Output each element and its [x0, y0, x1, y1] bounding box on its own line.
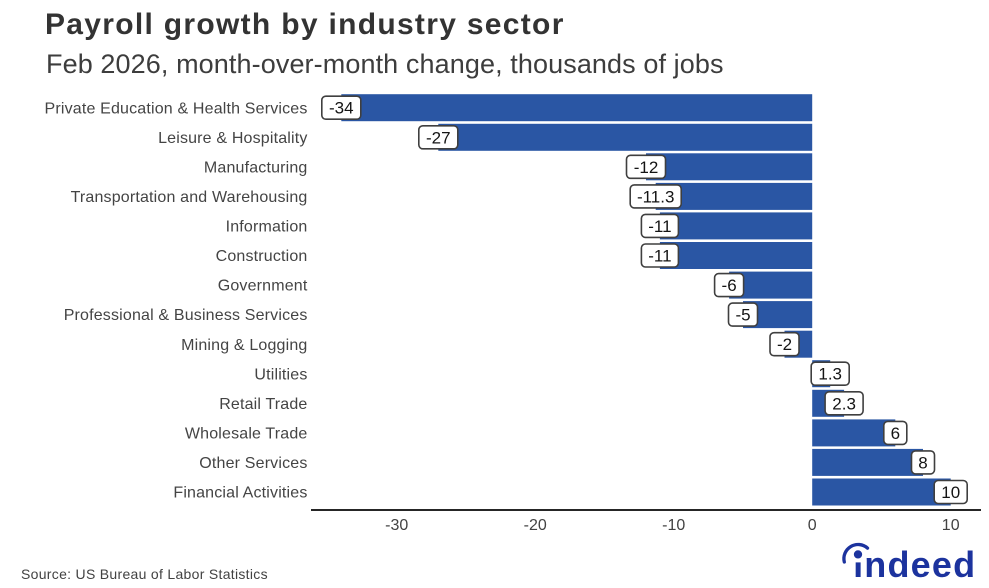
svg-text:-34: -34	[329, 99, 354, 118]
svg-text:-10: -10	[662, 517, 685, 534]
svg-text:1.3: 1.3	[818, 365, 842, 384]
svg-text:Information: Information	[226, 219, 308, 236]
svg-text:-6: -6	[722, 276, 737, 295]
svg-text:Leisure & Hospitality: Leisure & Hospitality	[158, 130, 307, 147]
svg-text:10: 10	[942, 517, 960, 534]
svg-text:Professional & Business Servic: Professional & Business Services	[64, 307, 308, 324]
svg-text:2.3: 2.3	[832, 394, 856, 413]
svg-text:-11: -11	[648, 217, 671, 236]
svg-text:-2: -2	[777, 335, 792, 354]
svg-text:Mining & Logging: Mining & Logging	[181, 337, 307, 354]
svg-text:Other Services: Other Services	[199, 455, 307, 472]
svg-text:-11: -11	[648, 247, 671, 266]
svg-text:Manufacturing: Manufacturing	[204, 159, 308, 176]
svg-text:-27: -27	[426, 128, 451, 147]
svg-text:Construction: Construction	[216, 248, 308, 265]
svg-text:0: 0	[808, 517, 817, 534]
svg-text:-20: -20	[524, 517, 547, 534]
svg-text:-30: -30	[385, 517, 408, 534]
svg-text:Financial Activities: Financial Activities	[173, 485, 307, 502]
svg-text:Private Education & Health Ser: Private Education & Health Services	[45, 100, 308, 117]
svg-text:Government: Government	[218, 278, 308, 295]
svg-text:-11.3: -11.3	[637, 187, 675, 206]
svg-text:Retail Trade: Retail Trade	[219, 396, 307, 413]
svg-text:Wholesale Trade: Wholesale Trade	[185, 426, 308, 443]
svg-text:-12: -12	[634, 158, 659, 177]
svg-text:Feb 2026, month-over-month cha: Feb 2026, month-over-month change, thous…	[46, 49, 724, 79]
svg-text:Utilities: Utilities	[254, 366, 307, 383]
svg-text:Payroll growth by industry sec: Payroll growth by industry sector	[45, 8, 565, 41]
svg-text:8: 8	[918, 453, 927, 472]
svg-text:ındeed: ındeed	[853, 544, 976, 585]
svg-text:6: 6	[891, 424, 900, 443]
svg-text:10: 10	[941, 483, 960, 502]
svg-text:Transportation and Warehousing: Transportation and Warehousing	[71, 189, 308, 206]
svg-text:-5: -5	[735, 306, 750, 325]
svg-text:Source: US Bureau of Labor Sta: Source: US Bureau of Labor Statistics	[21, 566, 268, 582]
